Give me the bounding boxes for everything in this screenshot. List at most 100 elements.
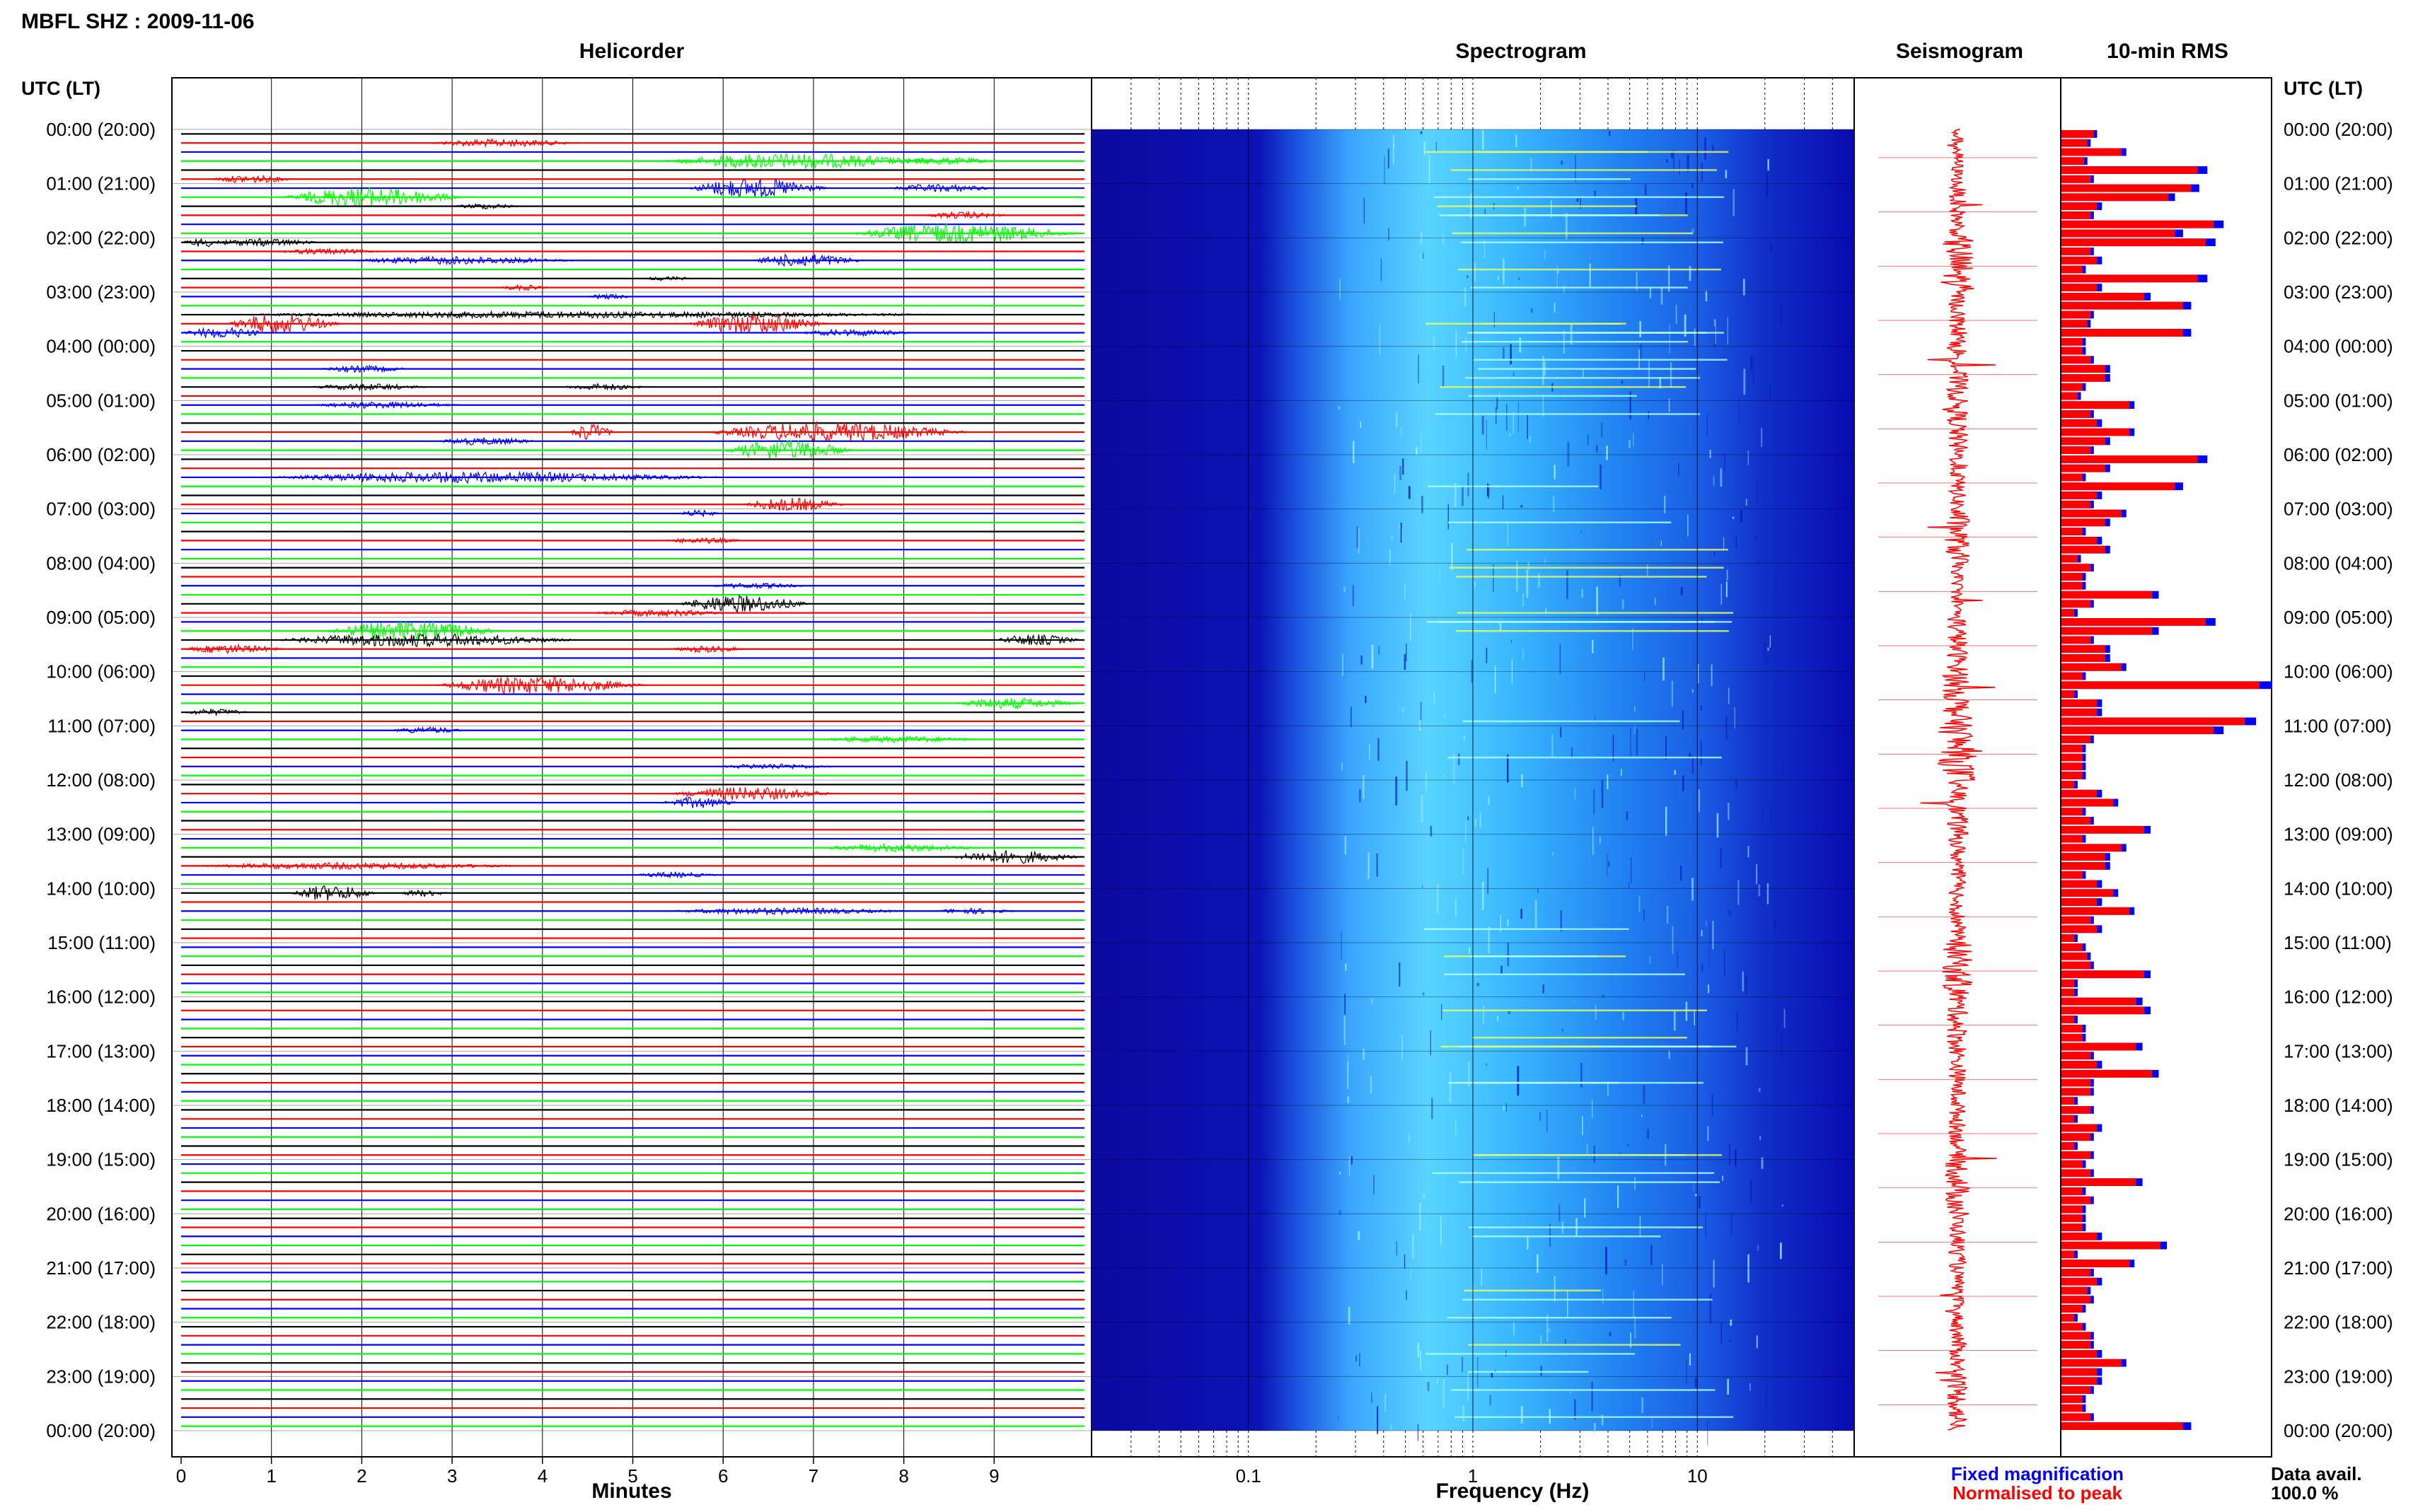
spectrogram-streak — [1527, 415, 1528, 439]
hour-label-left: 07:00 (03:00) — [46, 499, 156, 520]
spectrogram-streak — [1769, 807, 1771, 828]
spectrogram-streak — [1474, 262, 1476, 281]
spectrogram-streak — [1396, 1241, 1398, 1256]
rms-bar-normalised — [2061, 889, 2114, 897]
spectrogram-streak — [1665, 736, 1667, 760]
helicorder-event — [208, 238, 326, 248]
spectrogram-streak — [1671, 680, 1673, 707]
spectrogram-streak — [1582, 1116, 1583, 1136]
helicorder-event — [180, 708, 254, 717]
hour-label-right: 16:00 (12:00) — [2284, 987, 2393, 1008]
spectrogram-streak — [1465, 337, 1467, 351]
spectrogram-streak — [1580, 529, 1582, 533]
hour-label-left: 00:00 (20:00) — [46, 119, 156, 140]
spectrogram-streak — [1766, 883, 1769, 905]
rms-bar-normalised — [2061, 970, 2144, 979]
hour-label-right: 01:00 (21:00) — [2284, 173, 2393, 194]
spectrogram-streak — [1408, 486, 1411, 499]
spectrogram-streak — [1510, 640, 1512, 643]
helicorder-title: Helicorder — [579, 40, 685, 63]
spectrogram-streak — [1759, 1136, 1762, 1140]
helicorder-event — [388, 726, 470, 734]
spectrogram-streak — [1428, 154, 1430, 184]
rms-bar-normalised — [2061, 1106, 2091, 1114]
seismogram-waveform — [1920, 129, 1997, 1431]
spectrogram-streak — [1387, 149, 1389, 169]
spectrogram-streak — [1562, 1028, 1563, 1032]
rms-bar-normalised — [2061, 961, 2091, 970]
hour-label-right: 10:00 (06:00) — [2284, 661, 2393, 682]
spectrogram-streak — [1488, 926, 1490, 953]
spectrogram-streak — [1371, 1392, 1372, 1403]
rms-bar-normalised — [2061, 410, 2091, 418]
minute-tick-label: 6 — [718, 1465, 728, 1487]
spectrogram-streak — [1442, 1379, 1445, 1408]
spectrogram-streak — [1647, 1129, 1649, 1139]
helicorder-event — [795, 328, 922, 337]
spectrogram-streak — [1592, 827, 1594, 855]
spectrogram-streak — [1519, 337, 1522, 353]
helicorder-trace — [181, 222, 1085, 244]
rms-bar-normalised — [2061, 627, 2153, 635]
helicorder-event — [669, 645, 751, 653]
spectrogram-streak — [1358, 528, 1360, 554]
helicorder-trace — [181, 632, 1085, 648]
spectrogram-streak — [1474, 581, 1476, 587]
spectrogram-streak — [1464, 287, 1467, 307]
spectrogram-streak — [1539, 1112, 1541, 1121]
spectrogram-streak — [1621, 769, 1622, 777]
rms-bar-normalised — [2061, 1124, 2098, 1132]
hour-label-left: 18:00 (14:00) — [46, 1095, 156, 1116]
spectrogram-streak — [1362, 774, 1365, 799]
hour-label-left: 02:00 (22:00) — [46, 227, 156, 248]
spectrogram-streak — [1507, 522, 1509, 546]
spectrogram-streak — [1399, 962, 1401, 987]
spectrogram-streak — [1410, 614, 1411, 641]
spectrogram-streak — [1467, 1373, 1469, 1402]
spectrogram-streak — [1694, 1377, 1697, 1388]
spectrogram-streak — [1401, 1034, 1403, 1061]
rms-bar-normalised — [2061, 1088, 2091, 1096]
rms-bar-normalised — [2061, 1413, 2091, 1421]
rms-bar-normalised — [2061, 284, 2098, 291]
spectrogram-streak — [1496, 397, 1498, 409]
rms-bar-normalised — [2061, 717, 2245, 726]
helicorder-event — [307, 383, 434, 392]
hour-label-right: 05:00 (01:00) — [2284, 390, 2393, 411]
rms-bar-normalised — [2061, 681, 2260, 690]
hour-label-right: 04:00 (00:00) — [2284, 336, 2393, 357]
rms-bar-normalised — [2061, 545, 2105, 554]
spectrogram-streak — [1399, 465, 1402, 481]
helicorder-trace — [181, 187, 1084, 207]
spectrogram-streak — [1704, 137, 1706, 161]
spectrogram-streak — [1391, 536, 1393, 540]
helicorder-event — [642, 276, 696, 281]
spectrogram-streak — [1377, 1406, 1379, 1434]
helicorder-trace — [181, 871, 1084, 879]
helicorder-trace — [181, 178, 1084, 199]
spectrogram-streak — [1678, 463, 1679, 476]
spectrogram-streak — [1589, 263, 1591, 287]
spectrogram-streak — [1509, 433, 1511, 436]
spectrogram-streak — [1566, 570, 1568, 599]
spectrogram-streak — [1723, 537, 1725, 550]
spectrogram-streak — [1691, 228, 1694, 233]
spectrogram-streak — [1388, 228, 1390, 241]
spectrogram-streak — [1493, 311, 1495, 328]
helicorder-trace — [181, 787, 1084, 801]
spectrogram-streak — [1529, 436, 1531, 443]
rms-bar-normalised — [2061, 817, 2091, 825]
spectrogram-streak — [1757, 1245, 1759, 1251]
spectrogram-streak — [1593, 1145, 1595, 1163]
helicorder-trace — [181, 247, 1084, 255]
spectrogram-streak — [1728, 802, 1730, 820]
spectrogram-streak — [1593, 1423, 1596, 1434]
helicorder-trace — [181, 203, 1084, 210]
spectrogram-streak — [1659, 377, 1662, 389]
rms-bar-normalised — [2061, 1196, 2091, 1204]
rms-bar-normalised — [2061, 1250, 2075, 1259]
spectrogram-streak — [1394, 474, 1396, 494]
helicorder-trace — [181, 210, 1084, 219]
spectrogram-streak — [1581, 589, 1583, 598]
rms-bar-normalised — [2061, 365, 2105, 373]
